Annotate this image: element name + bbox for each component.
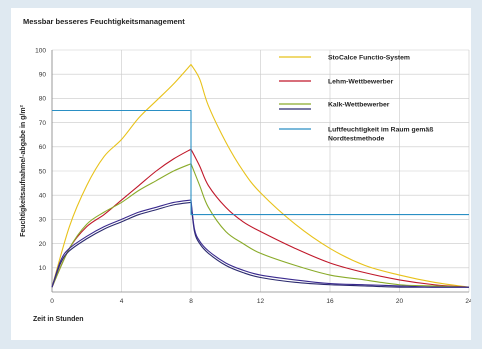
- x-axis-title: Zeit in Stunden: [33, 316, 84, 323]
- ticks: 10 20 30 40 50 60 70 80 90 100 0 4 8 12 16 20 24: [35, 47, 471, 305]
- chart-card: Messbar besseres Feuchtigkeitsmanagement…: [11, 8, 471, 340]
- x-tick-label: 20: [396, 298, 404, 305]
- x-tick-label: 24: [465, 298, 471, 305]
- y-axis-title: Feuchtigkeitsaufnahme/-abgabe in g/m²: [20, 104, 27, 237]
- y-tick-label: 40: [39, 193, 47, 200]
- legend-label: Lehm-Wettbewerber: [328, 79, 394, 86]
- grid: [52, 50, 469, 292]
- x-tick-label: 4: [120, 298, 124, 305]
- y-tick-label: 10: [39, 265, 47, 272]
- x-tick-label: 12: [257, 298, 265, 305]
- y-tick-label: 30: [39, 217, 47, 224]
- legend-label: StoCalce Functio-System: [328, 55, 410, 62]
- y-tick-label: 60: [39, 144, 47, 151]
- y-tick-label: 80: [39, 96, 47, 103]
- y-tick-label: 20: [39, 241, 47, 248]
- x-tick-label: 0: [50, 298, 54, 305]
- y-tick-label: 70: [39, 120, 47, 127]
- y-tick-label: 50: [39, 168, 47, 175]
- line-chart: 10 20 30 40 50 60 70 80 90 100 0 4 8 12 16 20 24 StoCalc…: [11, 8, 471, 340]
- x-tick-label: 16: [326, 298, 334, 305]
- x-tick-label: 8: [189, 298, 193, 305]
- legend-label: Kalk-Wettbewerber: [328, 102, 390, 109]
- y-tick-label: 90: [39, 72, 47, 79]
- y-tick-label: 100: [35, 47, 46, 54]
- legend-label: Luftfeuchtigkeit im Raum gemäß Nordtestme…: [328, 127, 433, 143]
